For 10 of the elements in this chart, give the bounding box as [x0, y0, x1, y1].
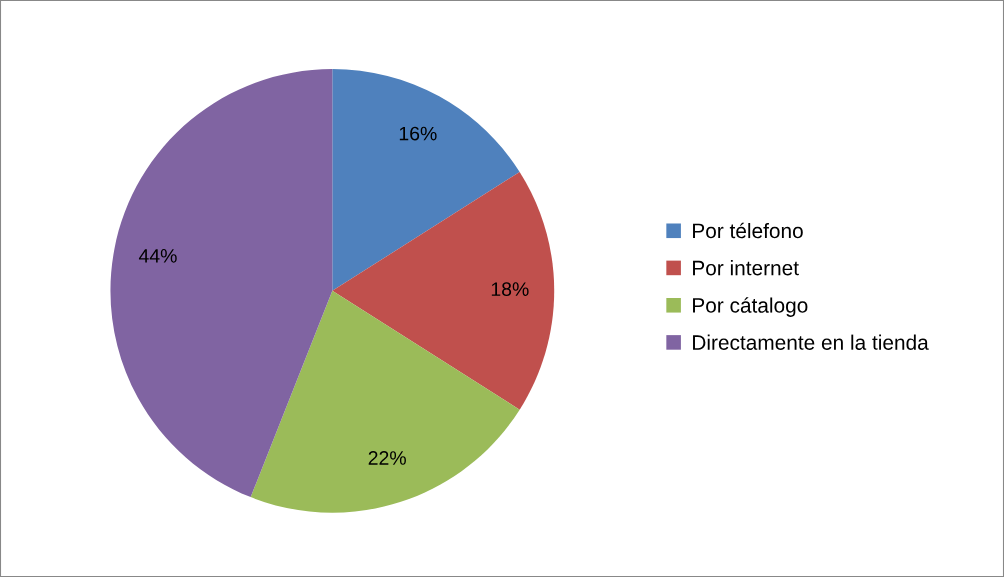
legend-label: Por cátalogo	[693, 297, 808, 317]
legend-label: Por télefono	[693, 222, 803, 239]
data-label: 44%	[138, 249, 177, 263]
data-label: 18%	[491, 282, 529, 297]
pie-slice	[110, 68, 333, 498]
legend-label: Directamente en la tienda	[693, 334, 929, 350]
data-label: 22%	[368, 451, 406, 465]
data-label: 16%	[399, 126, 437, 141]
pie-slice	[332, 171, 555, 410]
legend-label: Por internet	[693, 260, 799, 276]
